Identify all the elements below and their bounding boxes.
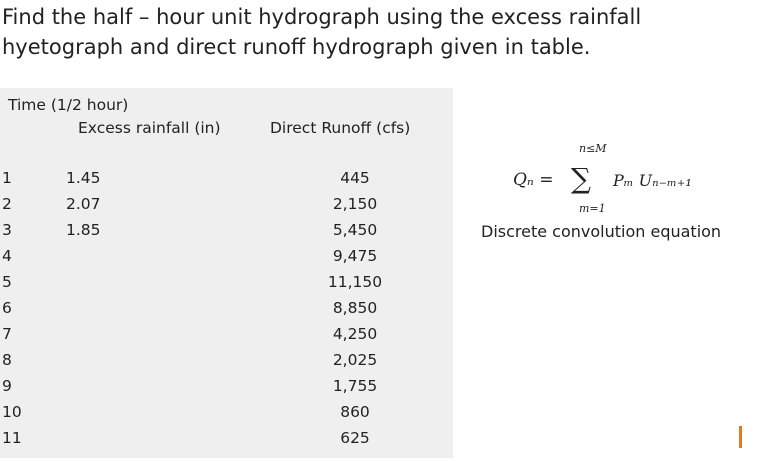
sum-lower-limit: m=1 [579, 202, 606, 215]
row-time: 4 [2, 247, 12, 265]
row-runoff: 2,150 [332, 195, 378, 213]
row-rainfall: 2.07 [66, 195, 101, 213]
row-time: 10 [2, 403, 22, 421]
row-time: 1 [2, 169, 12, 187]
row-runoff: 5,450 [332, 221, 378, 239]
row-runoff: 11,150 [327, 273, 383, 291]
row-runoff: 625 [340, 429, 370, 447]
data-table [0, 88, 453, 458]
row-runoff: 8,850 [332, 299, 378, 317]
row-runoff: 445 [340, 169, 370, 187]
row-runoff: 4,250 [332, 325, 378, 343]
row-runoff: 9,475 [332, 247, 378, 265]
row-time: 3 [2, 221, 12, 239]
convolution-formula: n≤M Qₙ = ∑ Pₘ Uₙ₋ₘ₊₁ m=1 [505, 142, 725, 222]
row-time: 9 [2, 377, 12, 395]
formula-lhs: Qₙ = [513, 170, 554, 190]
row-time: 6 [2, 299, 12, 317]
header-runoff: Direct Runoff (cfs) [270, 119, 411, 137]
row-time: 5 [2, 273, 12, 291]
formula-rhs: Pₘ Uₙ₋ₘ₊₁ [613, 171, 692, 190]
header-time: Time (1/2 hour) [8, 92, 128, 118]
sigma-symbol: ∑ [571, 162, 591, 195]
row-rainfall: 1.45 [66, 169, 101, 187]
row-runoff: 2,025 [332, 351, 378, 369]
page-heading: Find the half – hour unit hydrograph usi… [2, 5, 642, 59]
row-time: 11 [2, 429, 22, 447]
slide-edge-mark [739, 426, 742, 448]
row-runoff: 860 [340, 403, 370, 421]
row-time: 2 [2, 195, 12, 213]
sum-upper-limit: n≤M [579, 142, 607, 155]
row-time: 8 [2, 351, 12, 369]
row-time: 7 [2, 325, 12, 343]
formula-caption: Discrete convolution equation [481, 222, 722, 241]
row-runoff: 1,755 [332, 377, 378, 395]
row-rainfall: 1.85 [66, 221, 101, 239]
header-rainfall: Excess rainfall (in) [78, 119, 221, 137]
